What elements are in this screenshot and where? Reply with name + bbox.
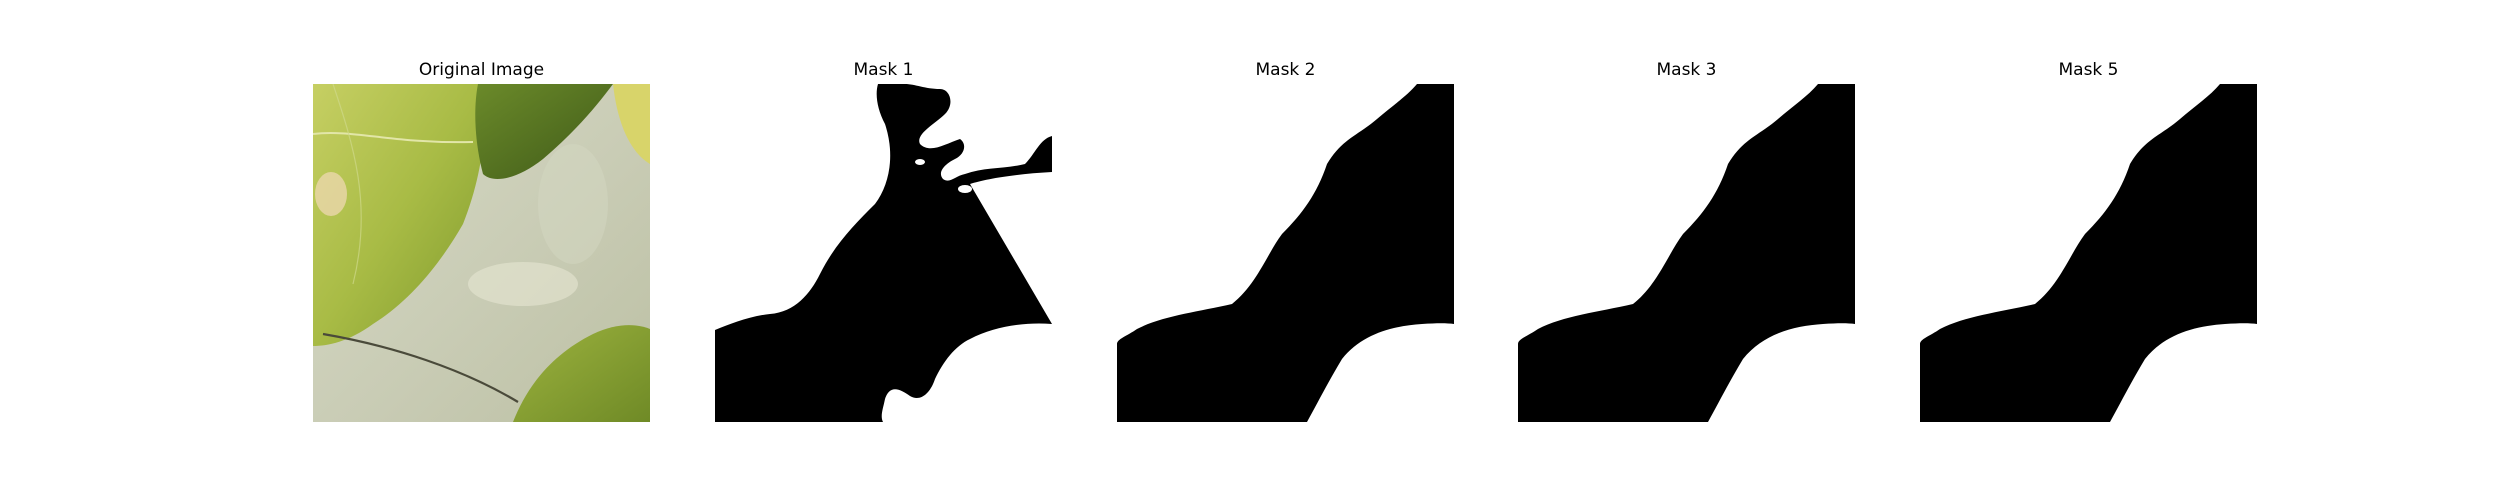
mask-region: [905, 84, 1052, 181]
mask-3-panel: [1518, 84, 1855, 422]
mask-2-image: [1117, 84, 1454, 422]
mask-region: [715, 84, 891, 330]
original-image: [313, 84, 650, 422]
panel-title-mask-1: Mask 1: [853, 60, 914, 80]
mask-5-image: [1920, 84, 2257, 422]
mask-speck: [915, 159, 925, 165]
mask-5-panel: [1920, 84, 2257, 422]
mask-1-panel: [715, 84, 1052, 422]
mask-region: [1307, 323, 1454, 422]
mask-region: [1117, 84, 1417, 344]
panel-title-mask-3: Mask 3: [1656, 60, 1717, 80]
mask-region: [881, 172, 1052, 422]
panel-title-original-image: Original Image: [418, 60, 545, 80]
dark-leaf: [475, 84, 613, 179]
panel-title-mask-2: Mask 2: [1255, 60, 1316, 80]
stem: [322, 332, 519, 403]
mask-2-panel: [1117, 84, 1454, 422]
mask-1-image: [715, 84, 1052, 422]
leaf-vein: [332, 84, 362, 285]
corner-leaf: [613, 84, 650, 164]
light-patch: [468, 262, 578, 306]
mask-region: [1920, 84, 2220, 344]
leaf-spot: [315, 172, 347, 216]
mask-region: [1708, 323, 1855, 422]
original-image-panel: [313, 84, 650, 422]
leaf-vein: [313, 131, 474, 144]
bottom-leaf: [513, 325, 650, 422]
mask-3-image: [1518, 84, 1855, 422]
mask-region: [1518, 84, 1818, 344]
light-patch: [538, 144, 608, 264]
mask-speck: [958, 185, 972, 193]
large-leaf: [313, 84, 485, 346]
panel-title-mask-5: Mask 5: [2058, 60, 2119, 80]
mask-region: [2110, 323, 2257, 422]
